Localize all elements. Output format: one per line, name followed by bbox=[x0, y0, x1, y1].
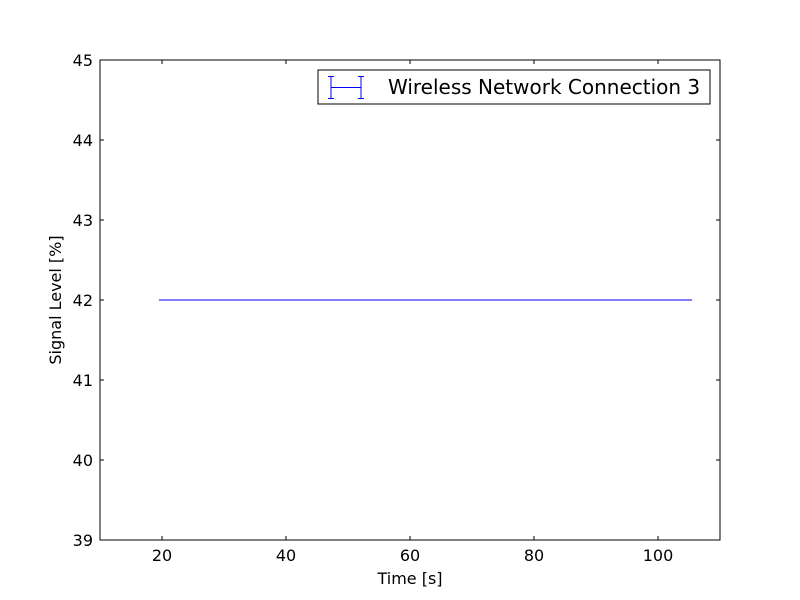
y-tick-label: 40 bbox=[73, 451, 93, 470]
x-tick-label: 100 bbox=[643, 546, 674, 565]
y-tick-label: 39 bbox=[73, 531, 93, 550]
y-tick-label: 41 bbox=[73, 371, 93, 390]
x-tick-label: 60 bbox=[400, 546, 420, 565]
x-tick-label: 20 bbox=[152, 546, 172, 565]
y-tick-label: 45 bbox=[73, 51, 93, 70]
legend-box bbox=[317, 69, 711, 105]
legend-label: Wireless Network Connection 3 bbox=[388, 75, 700, 99]
plot-frame bbox=[99, 59, 721, 541]
y-tick-label: 43 bbox=[73, 211, 93, 230]
y-tick-label: 44 bbox=[73, 131, 93, 150]
x-tick-label: 40 bbox=[276, 546, 296, 565]
x-axis-title: Time [s] bbox=[376, 569, 442, 588]
y-tick-label: 42 bbox=[73, 291, 93, 310]
x-tick-label: 80 bbox=[524, 546, 544, 565]
legend-errorbar-icon bbox=[328, 76, 364, 99]
legend: Wireless Network Connection 3 bbox=[317, 69, 711, 105]
y-axis-title: Signal Level [%] bbox=[46, 235, 65, 364]
ticks-layer: 20 40 60 80 100 39 40 41 42 43 44 45 bbox=[73, 51, 720, 565]
